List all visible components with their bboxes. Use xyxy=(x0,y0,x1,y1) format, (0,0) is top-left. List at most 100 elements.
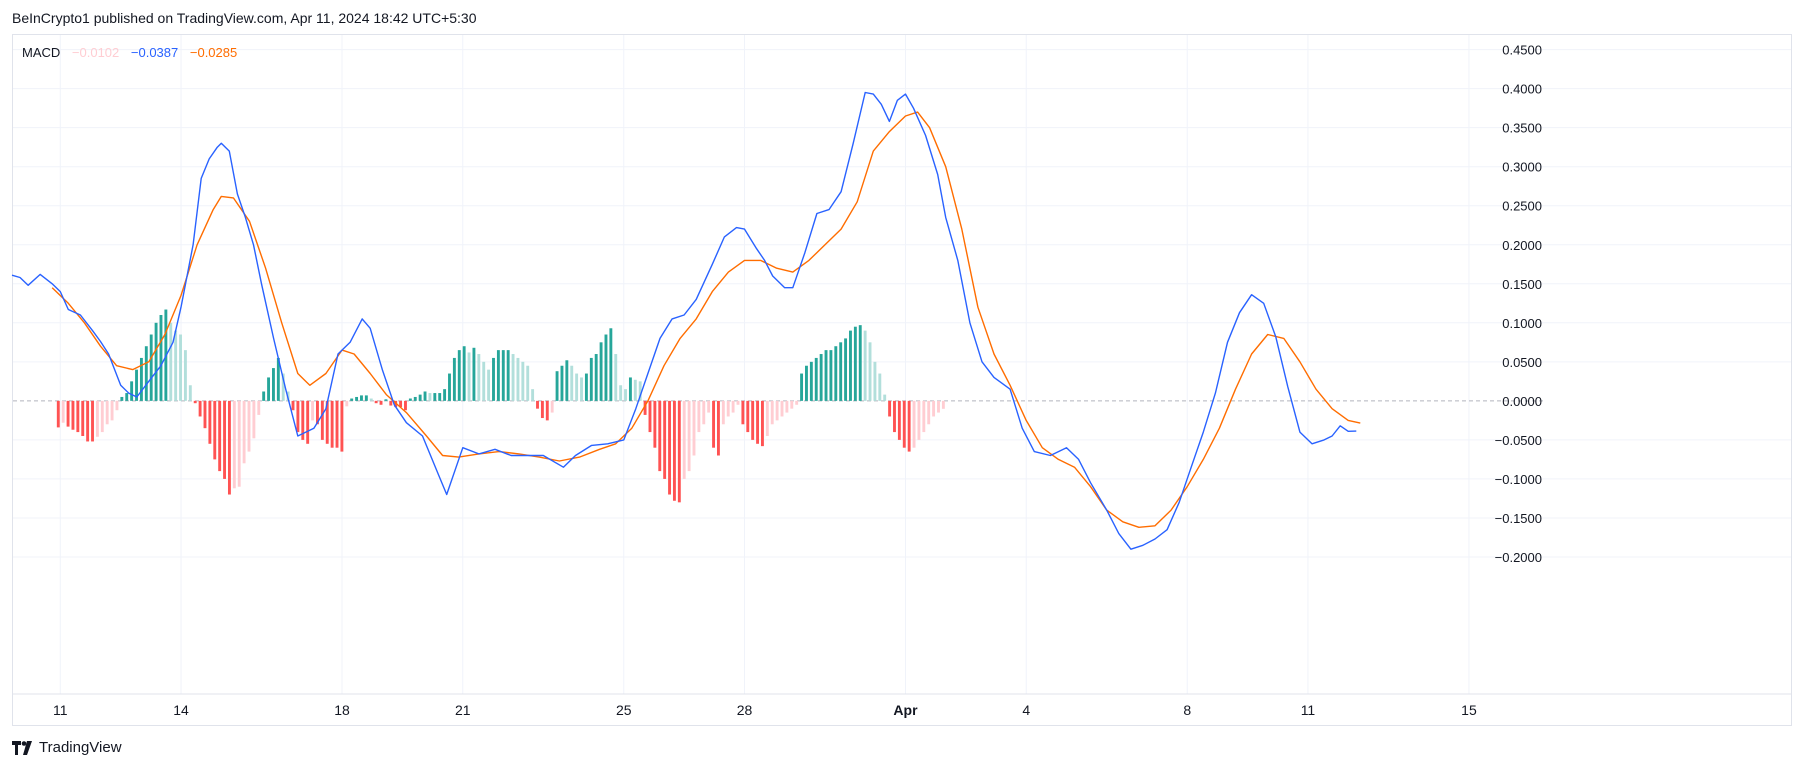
histogram-bar xyxy=(716,400,720,456)
histogram-bar xyxy=(736,400,740,405)
histogram-bar xyxy=(198,400,202,417)
histogram-bar xyxy=(594,354,598,401)
histogram-bar xyxy=(262,391,266,401)
histogram-bar xyxy=(95,400,99,437)
x-tick-label: 15 xyxy=(1461,702,1477,718)
x-axis[interactable]: 11 14 18 21 25 28 Apr 4 8 11 15 xyxy=(13,693,1791,718)
histogram-bar xyxy=(863,330,867,401)
histogram-bar xyxy=(751,400,755,440)
histogram-bar xyxy=(785,400,789,413)
histogram-bar xyxy=(110,400,114,421)
histogram-bar xyxy=(849,330,852,401)
histogram-bar xyxy=(780,400,784,417)
histogram-bar xyxy=(418,394,422,401)
y-tick-label: 0.0500 xyxy=(1502,355,1542,370)
histogram-bar xyxy=(741,400,745,425)
histogram-bar xyxy=(316,400,319,425)
histogram-bar xyxy=(428,393,432,401)
histogram-bar xyxy=(56,400,60,428)
histogram-bar xyxy=(482,361,486,401)
histogram-bar xyxy=(653,400,657,448)
histogram-bar xyxy=(457,350,461,401)
histogram-bar xyxy=(213,400,217,460)
y-tick-label: 0.1000 xyxy=(1502,316,1542,331)
histogram-bar xyxy=(687,400,691,472)
histogram-bar xyxy=(682,400,686,479)
histogram-bar xyxy=(272,368,275,401)
histogram-bar xyxy=(521,361,525,401)
histogram-bar xyxy=(496,350,500,401)
histogram-bar xyxy=(902,400,906,448)
grid xyxy=(13,35,1791,694)
histogram-bar xyxy=(927,400,931,425)
histogram-bar xyxy=(408,398,412,401)
macd-line xyxy=(11,91,1357,550)
histogram-bar xyxy=(413,396,417,401)
histogram-bar xyxy=(770,400,774,425)
histogram-bar xyxy=(223,400,226,479)
indicator-legend[interactable]: MACD −0.0102 −0.0387 −0.0285 xyxy=(22,45,245,60)
y-tick-label: −0.1000 xyxy=(1495,472,1542,487)
histogram-bar xyxy=(761,400,764,447)
histogram-bar xyxy=(575,373,579,401)
histogram-bar xyxy=(81,400,85,436)
y-tick-label: −0.2000 xyxy=(1495,550,1542,565)
histogram-bar xyxy=(609,328,613,401)
histogram-bar xyxy=(311,400,315,421)
histogram-bar xyxy=(462,346,466,401)
histogram-bar xyxy=(374,400,378,404)
y-axis[interactable]: 0.4500 0.4000 0.3500 0.3000 0.2500 0.2000 0.15… xyxy=(1495,43,1542,565)
publish-info: BeInCrypto1 published on TradingView.com… xyxy=(12,10,477,26)
histogram-bar xyxy=(633,379,637,401)
histogram-bar xyxy=(487,369,491,401)
legend-macd-value: −0.0387 xyxy=(130,45,179,60)
histogram-bar xyxy=(169,322,173,401)
histogram-bar xyxy=(638,381,642,401)
histogram-bar xyxy=(404,400,407,411)
histogram-bar xyxy=(824,350,828,401)
histogram-bar xyxy=(731,400,735,413)
histogram-bar xyxy=(907,400,911,452)
histogram-bar xyxy=(511,354,515,401)
histogram-bar xyxy=(179,334,182,401)
histogram-bar xyxy=(125,393,129,401)
histogram-bar xyxy=(193,400,197,404)
histogram-bar xyxy=(726,400,730,417)
histogram-bar xyxy=(325,400,329,444)
histogram-bar xyxy=(130,381,134,401)
histogram-bar xyxy=(281,373,285,401)
histogram-bar xyxy=(868,342,872,401)
histogram-bar xyxy=(443,389,447,401)
x-tick-label: 21 xyxy=(455,702,471,718)
histogram-bar xyxy=(61,400,65,423)
histogram-bar xyxy=(589,357,593,401)
histogram-bar xyxy=(232,400,236,489)
y-tick-label: 0.2500 xyxy=(1502,199,1542,214)
histogram-bar xyxy=(819,354,823,401)
histogram-bar xyxy=(218,400,222,472)
histogram-bar xyxy=(159,315,163,401)
tradingview-brand[interactable]: TradingView xyxy=(12,739,122,756)
histogram-bar xyxy=(227,400,231,495)
histogram-bar xyxy=(844,338,848,401)
y-tick-label: 0.4500 xyxy=(1502,43,1542,58)
histogram-bar xyxy=(888,400,892,417)
x-tick-label: 18 xyxy=(334,702,350,718)
histogram-bar xyxy=(526,365,530,401)
histogram-bar xyxy=(237,400,241,487)
histogram-bar xyxy=(296,400,300,433)
histogram-bar xyxy=(658,400,662,472)
histogram-bar xyxy=(306,400,310,444)
histogram-bar xyxy=(663,400,667,479)
chart-frame xyxy=(12,34,1792,726)
histogram-bar xyxy=(71,400,75,430)
histogram-bar xyxy=(183,350,187,401)
histogram-bar xyxy=(86,400,90,442)
histogram-bar xyxy=(628,377,632,401)
histogram-bar xyxy=(614,354,618,401)
histogram-bar xyxy=(501,350,505,401)
histogram-bar xyxy=(448,373,451,401)
histogram-bar xyxy=(267,377,271,401)
histogram-bar xyxy=(477,354,481,401)
